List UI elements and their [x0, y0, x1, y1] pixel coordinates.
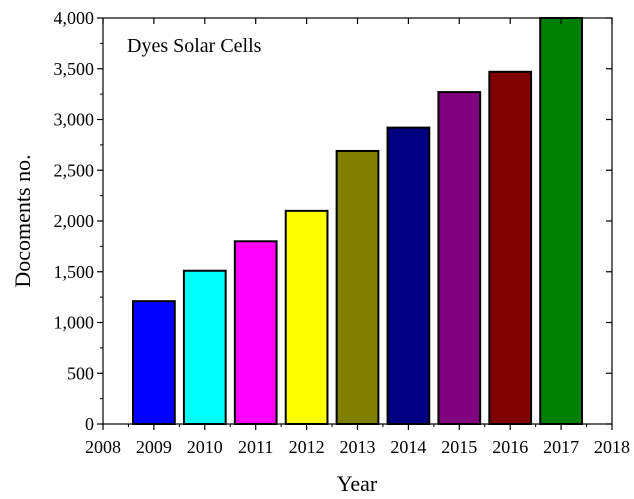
bars-group: [132, 17, 583, 426]
ticks-group: [97, 17, 613, 430]
bar-2016: [488, 70, 533, 425]
x-axis-label: Year: [337, 471, 378, 496]
x-tick-label: 2010: [187, 437, 223, 457]
y-tick-label: 1,500: [54, 262, 95, 282]
x-tick-label: 2008: [85, 437, 121, 457]
plot-frame: [102, 17, 613, 425]
bar-2011: [233, 240, 278, 425]
x-tick-label: 2016: [492, 437, 528, 457]
x-tick-label: 2018: [594, 437, 630, 457]
y-tick-label: 1,000: [54, 313, 95, 333]
bar-2017: [539, 17, 583, 425]
bar-2014: [386, 126, 431, 426]
y-tick-label: 3,000: [54, 110, 95, 130]
tick-labels-group: 2008 2009 2010 2011 2012 2013 2014 2015 2016 2017…: [54, 8, 631, 457]
x-tick-label: 2011: [238, 437, 273, 457]
x-tick-label: 2012: [289, 437, 325, 457]
y-tick-label: 0: [85, 414, 94, 434]
y-tick-label: 4,000: [54, 8, 95, 28]
y-tick-label: 500: [67, 363, 94, 383]
x-tick-label: 2009: [136, 437, 172, 457]
y-tick-label: 2,500: [54, 160, 95, 180]
bar-2015: [437, 91, 482, 425]
x-tick-label: 2014: [390, 437, 426, 457]
x-tick-label: 2015: [441, 437, 477, 457]
y-tick-label: 3,500: [54, 59, 95, 79]
bar-2009: [132, 300, 176, 425]
chart-annotation: Dyes Solar Cells: [127, 35, 262, 57]
y-axis-label: Docoments no.: [10, 154, 35, 287]
x-tick-label: 2013: [340, 437, 376, 457]
bar-2010: [182, 269, 227, 425]
y-tick-label: 2,000: [54, 211, 95, 231]
bar-2012: [284, 209, 329, 425]
x-tick-label: 2017: [543, 437, 579, 457]
bar-2013: [335, 149, 380, 425]
